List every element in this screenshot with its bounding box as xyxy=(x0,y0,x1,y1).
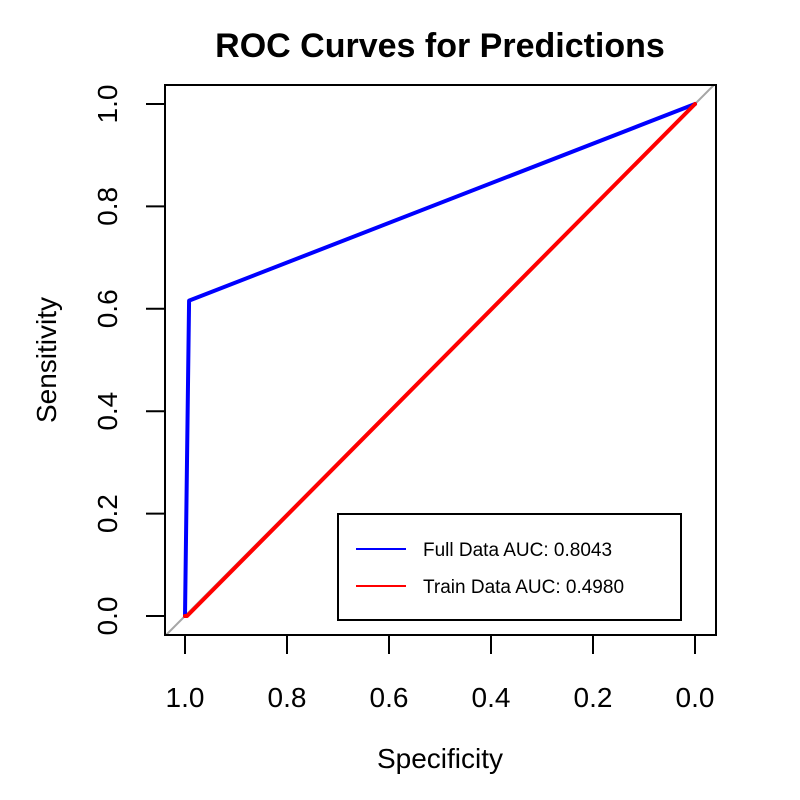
x-tick-label-4: 0.2 xyxy=(574,682,613,713)
y-tick-label-3: 0.6 xyxy=(92,289,123,328)
y-tick-label-4: 0.8 xyxy=(92,187,123,226)
y-tick-label-0: 0.0 xyxy=(92,597,123,636)
x-tick-label-2: 0.6 xyxy=(370,682,409,713)
y-axis-label: Sensitivity xyxy=(31,297,62,423)
plot-area: 1.0 0.8 0.6 0.4 0.2 0.0 0.0 0.2 0.4 0.6 0.8 1.0 Full… xyxy=(92,84,717,713)
legend-box xyxy=(337,513,682,621)
x-tick-label-3: 0.4 xyxy=(472,682,511,713)
y-tick-label-2: 0.4 xyxy=(92,392,123,431)
y-tick-label-1: 0.2 xyxy=(92,494,123,533)
x-tick-label-0: 1.0 xyxy=(166,682,205,713)
legend-label-0: Full Data AUC: 0.8043 xyxy=(423,540,612,561)
x-tick-label-5: 0.0 xyxy=(676,682,715,713)
series-line-0 xyxy=(183,102,697,618)
x-axis-label: Specificity xyxy=(377,743,503,774)
y-tick-label-5: 1.0 xyxy=(92,85,123,124)
x-tick-label-1: 0.8 xyxy=(268,682,307,713)
legend: Full Data AUC: 0.8043 Train Data AUC: 0.4… xyxy=(337,513,682,621)
series-line-1 xyxy=(183,102,697,618)
legend-label-1: Train Data AUC: 0.4980 xyxy=(423,577,624,598)
chart-title: ROC Curves for Predictions xyxy=(215,27,665,65)
